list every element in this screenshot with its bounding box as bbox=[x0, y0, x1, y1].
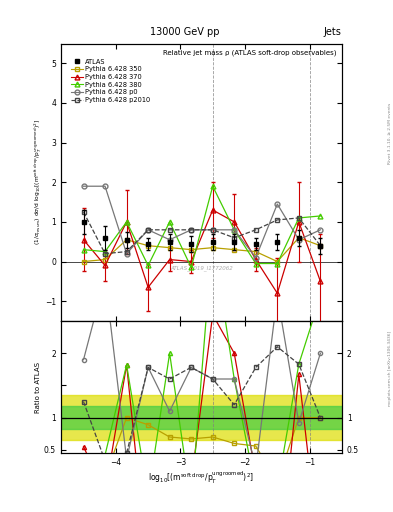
X-axis label: log$_{10}$[(m$^{\rm soft\ drop}$/p$_T^{\rm ungroomed})^2$]: log$_{10}$[(m$^{\rm soft\ drop}$/p$_T^{\… bbox=[149, 470, 254, 486]
Y-axis label: Ratio to ATLAS: Ratio to ATLAS bbox=[35, 361, 41, 413]
Legend: ATLAS, Pythia 6.428 350, Pythia 6.428 370, Pythia 6.428 380, Pythia 6.428 p0, Py: ATLAS, Pythia 6.428 350, Pythia 6.428 37… bbox=[70, 58, 151, 103]
Text: mcplots.cern.ch [arXiv:1306.3436]: mcplots.cern.ch [arXiv:1306.3436] bbox=[388, 331, 392, 406]
Text: 13000 GeV pp: 13000 GeV pp bbox=[150, 27, 219, 37]
Text: Rivet 3.1.10, ≥ 2.5M events: Rivet 3.1.10, ≥ 2.5M events bbox=[388, 102, 392, 164]
Text: Relative jet mass ρ (ATLAS soft-drop observables): Relative jet mass ρ (ATLAS soft-drop obs… bbox=[163, 49, 336, 56]
Y-axis label: $(1/\sigma_{\rm resum})$ d$\sigma$/d log$_{10}$[(m$^{\rm soft\ drop}$/p$_T^{\rm : $(1/\sigma_{\rm resum})$ d$\sigma$/d log… bbox=[32, 119, 44, 245]
Text: ATLAS_2019_I1772062: ATLAS_2019_I1772062 bbox=[170, 265, 233, 271]
Text: Jets: Jets bbox=[323, 27, 341, 37]
